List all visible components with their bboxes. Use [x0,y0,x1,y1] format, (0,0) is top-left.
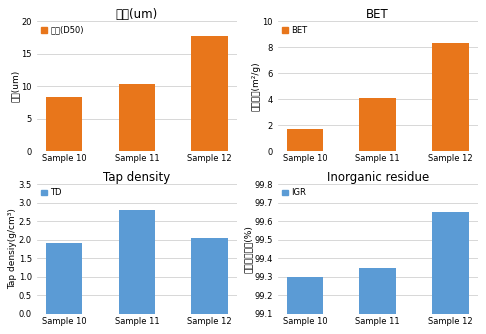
Bar [432,43,469,151]
Y-axis label: Tap densiy(g/cm³): Tap densiy(g/cm³) [8,209,17,290]
Title: 입도(um): 입도(um) [116,8,158,21]
Title: BET: BET [366,8,389,21]
Bar [46,97,82,151]
Legend: 입도(D50): 입도(D50) [39,24,86,36]
Legend: TD: TD [39,187,63,199]
Bar [287,277,323,334]
Bar [191,238,228,314]
Y-axis label: 무기잔류물량(%): 무기잔류물량(%) [244,225,253,273]
Legend: IGR: IGR [280,187,308,199]
Bar [191,36,228,151]
Legend: BET: BET [280,24,309,36]
Bar [119,84,155,151]
Bar [119,210,155,314]
Bar [360,268,396,334]
Bar [287,129,323,151]
Bar [432,212,469,334]
Bar [46,243,82,314]
Bar [360,98,396,151]
Title: Inorganic residue: Inorganic residue [327,171,429,184]
Y-axis label: 비표면적(m²/g): 비표면적(m²/g) [252,61,261,111]
Title: Tap density: Tap density [103,171,171,184]
Y-axis label: 입도(um): 입도(um) [11,70,20,102]
